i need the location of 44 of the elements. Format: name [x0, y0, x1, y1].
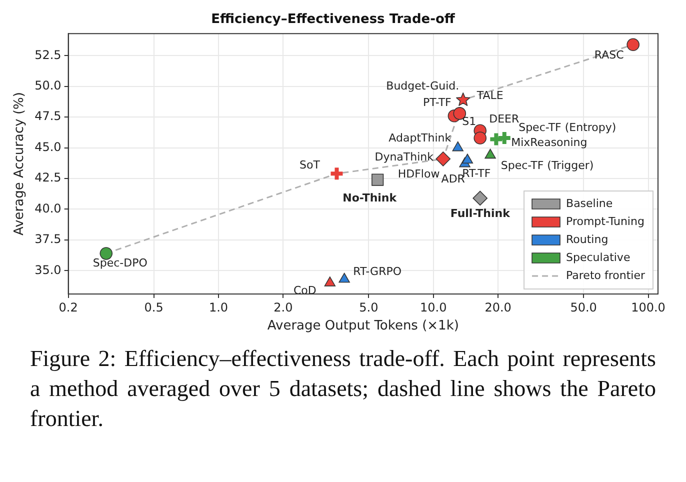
y-tick-label: 35.0 — [34, 262, 62, 277]
x-tick-label: 10.0 — [420, 300, 447, 314]
legend-label: Baseline — [566, 196, 613, 210]
annotation: DynaThink — [374, 150, 434, 164]
legend-label: Speculative — [566, 250, 630, 264]
annotation: TALE — [476, 88, 504, 102]
y-tick-label: 37.5 — [34, 232, 62, 246]
annotation: HDFlow — [398, 168, 440, 181]
annotation: RASC — [594, 48, 624, 62]
y-tick-label: 47.5 — [34, 109, 62, 124]
annotation: S1 — [462, 114, 476, 128]
annotation: Full-Think — [450, 207, 511, 220]
x-tick-label: 0.5 — [144, 300, 164, 314]
annotation: DEER — [489, 112, 520, 126]
x-tick-label: 2.0 — [274, 300, 293, 314]
y-tick-label: 40.0 — [34, 201, 62, 216]
y-tick-label: 45.0 — [34, 140, 62, 154]
annotation: No-Think — [342, 192, 398, 205]
x-tick-label: 0.2 — [58, 300, 78, 314]
legend-label: Pareto frontier — [566, 268, 646, 282]
y-axis-title: Average Accuracy (%) — [12, 92, 28, 236]
legend-label: Routing — [566, 232, 608, 246]
annotation: PT-TF — [423, 96, 452, 109]
y-tick-label: 52.5 — [34, 48, 62, 62]
chart-title: Efficiency–Effectiveness Trade-off — [211, 12, 456, 28]
annotation: RT-GRPO — [353, 265, 402, 278]
x-tick-label: 5.0 — [359, 300, 378, 314]
annotation: Spec-DPO — [92, 256, 148, 270]
annotation: MixReasoning — [511, 136, 588, 150]
y-tick-label: 42.5 — [34, 170, 62, 185]
caption: Figure 2: Efficiency–effectiveness trade-off. Each point represents a method averaged over 5 datasets; dashed line shows the Pareto frontier. — [29, 345, 657, 433]
x-tick-label: 20.0 — [484, 300, 512, 314]
x-axis-title: Average Output Tokens (×1k) — [267, 318, 459, 334]
y-tick-label: 50.0 — [34, 78, 62, 93]
x-tick-label: 50.0 — [570, 300, 597, 314]
annotation: Spec-TF (Entropy) — [518, 120, 616, 134]
annotation: AdaptThink — [388, 132, 452, 145]
annotation: RT-TF — [462, 166, 491, 180]
legend-label: Prompt-Tuning — [566, 214, 644, 228]
annotation: Spec-TF (Trigger) — [500, 159, 594, 172]
x-tick-label: 100.0 — [631, 300, 666, 314]
annotation: SoT — [300, 158, 320, 172]
annotation: Budget-Guid. — [386, 79, 460, 92]
x-tick-label: 1.0 — [208, 300, 228, 314]
